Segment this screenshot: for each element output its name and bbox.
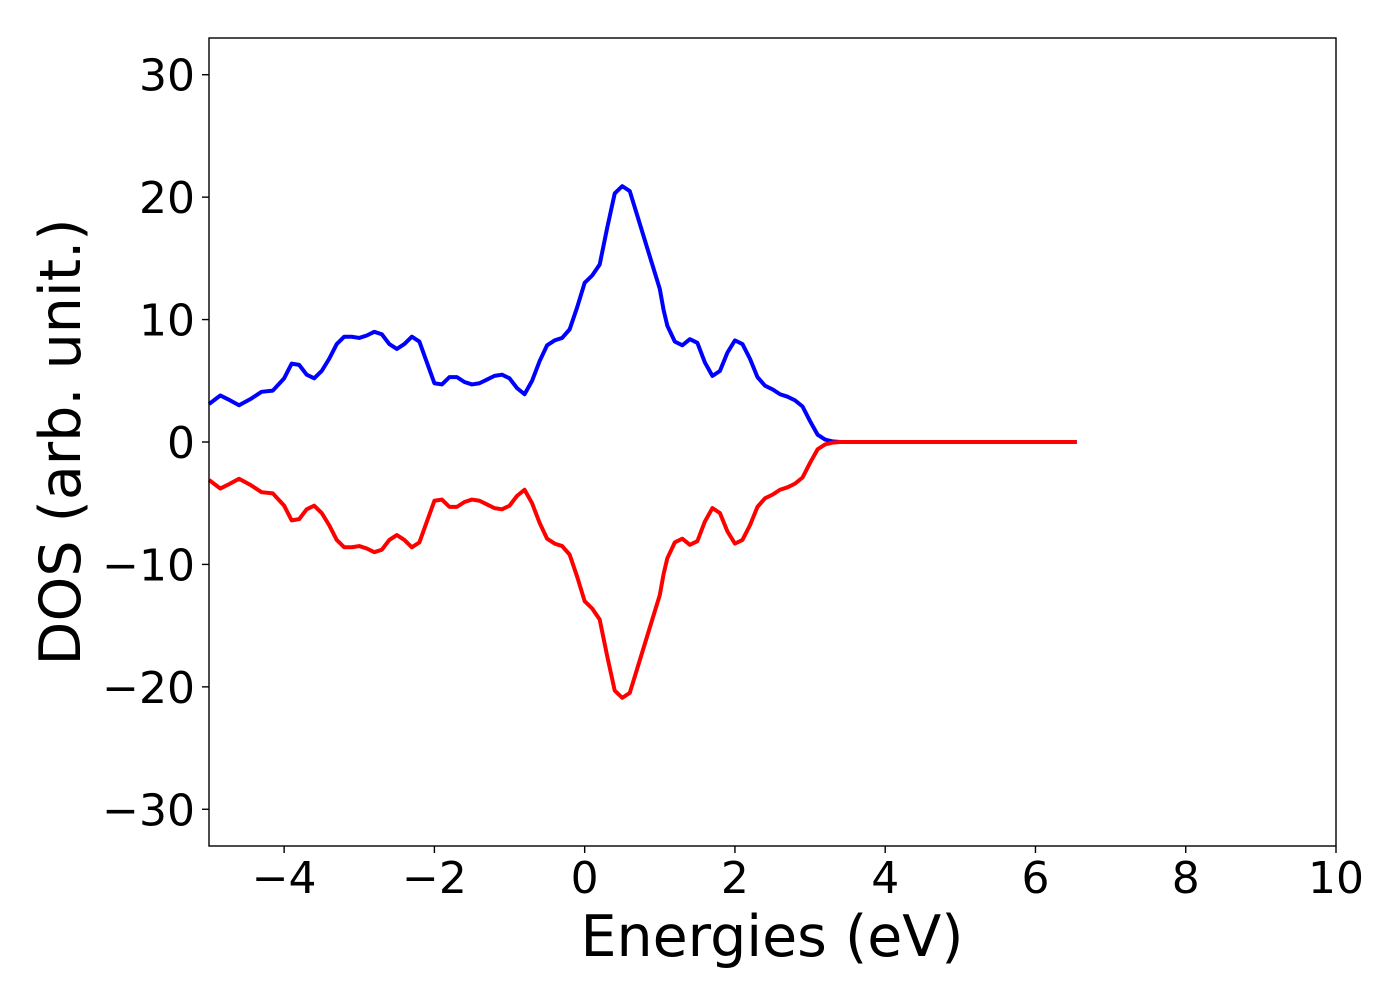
x-tick-label: 10 bbox=[1308, 853, 1364, 904]
y-axis: −30 −20 −10 0 10 20 30 bbox=[102, 51, 209, 836]
y-tick-label: −30 bbox=[102, 785, 195, 836]
y-tick-label: −10 bbox=[102, 540, 195, 591]
x-tick-label: −2 bbox=[402, 853, 467, 904]
y-tick-label: 10 bbox=[139, 296, 195, 347]
y-axis-label: DOS (arb. unit.) bbox=[28, 219, 94, 666]
series-line-1 bbox=[207, 184, 1077, 444]
series-line-2 bbox=[207, 440, 1077, 700]
series-layer bbox=[207, 184, 1077, 700]
x-tick-label: 6 bbox=[1021, 853, 1049, 904]
plot-frame bbox=[208, 37, 1337, 847]
y-tick-label: −20 bbox=[102, 663, 195, 714]
x-tick-label: −4 bbox=[252, 853, 317, 904]
x-tick-label: 2 bbox=[721, 853, 749, 904]
x-axis-label: Energies (eV) bbox=[580, 904, 963, 970]
x-tick-label: 8 bbox=[1172, 853, 1200, 904]
x-tick-label: 0 bbox=[571, 853, 599, 904]
x-tick-label: 4 bbox=[871, 853, 899, 904]
y-tick-label: 0 bbox=[167, 418, 195, 469]
x-axis: −4 −2 0 2 4 6 8 10 bbox=[252, 846, 1364, 904]
y-tick-label: 20 bbox=[139, 173, 195, 224]
y-tick-label: 30 bbox=[139, 51, 195, 102]
